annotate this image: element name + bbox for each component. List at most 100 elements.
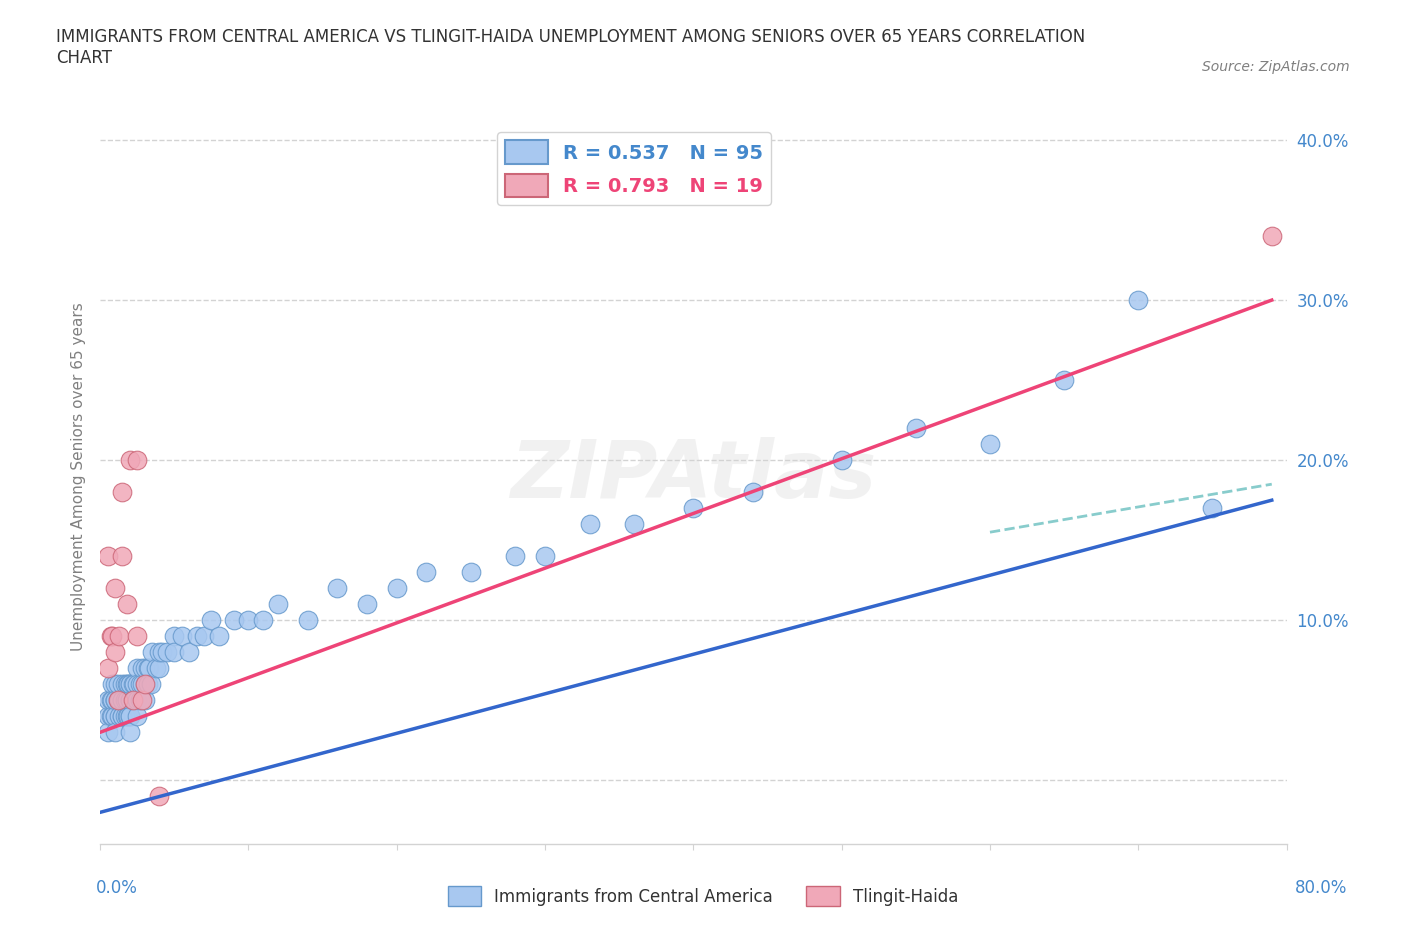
Point	[200, 613, 222, 628]
Point	[115, 693, 138, 708]
Point	[131, 677, 153, 692]
Point	[505, 549, 527, 564]
Point	[108, 629, 131, 644]
Point	[1201, 500, 1223, 515]
Point	[127, 677, 149, 692]
Point	[111, 693, 134, 708]
Point	[100, 629, 122, 644]
Point	[131, 661, 153, 676]
Point	[136, 677, 159, 692]
Point	[111, 709, 134, 724]
Point	[148, 789, 170, 804]
Point	[179, 644, 201, 659]
Point	[415, 565, 437, 579]
Point	[156, 644, 179, 659]
Point	[904, 420, 927, 435]
Point	[117, 709, 139, 724]
Point	[238, 613, 260, 628]
Legend: R = 0.537   N = 95, R = 0.793   N = 19: R = 0.537 N = 95, R = 0.793 N = 19	[498, 132, 770, 206]
Point	[385, 580, 408, 595]
Point	[326, 580, 349, 595]
Point	[163, 629, 186, 644]
Point	[134, 677, 156, 692]
Point	[111, 677, 134, 692]
Point	[122, 693, 145, 708]
Text: 80.0%: 80.0%	[1295, 879, 1347, 897]
Point	[127, 453, 149, 468]
Point	[101, 629, 124, 644]
Point	[208, 629, 231, 644]
Point	[118, 677, 141, 692]
Point	[107, 693, 129, 708]
Point	[534, 549, 557, 564]
Point	[101, 709, 124, 724]
Point	[104, 693, 127, 708]
Point	[104, 724, 127, 739]
Point	[127, 629, 149, 644]
Point	[101, 693, 124, 708]
Point	[114, 677, 136, 692]
Point	[111, 549, 134, 564]
Point	[104, 677, 127, 692]
Point	[100, 693, 122, 708]
Point	[104, 580, 127, 595]
Point	[118, 677, 141, 692]
Point	[578, 517, 600, 532]
Point	[118, 693, 141, 708]
Point	[96, 661, 118, 676]
Point	[136, 661, 159, 676]
Point	[121, 693, 143, 708]
Point	[96, 709, 118, 724]
Point	[163, 644, 186, 659]
Text: IMMIGRANTS FROM CENTRAL AMERICA VS TLINGIT-HAIDA UNEMPLOYMENT AMONG SENIORS OVER: IMMIGRANTS FROM CENTRAL AMERICA VS TLING…	[56, 28, 1085, 67]
Point	[152, 644, 174, 659]
Point	[139, 677, 162, 692]
Point	[111, 709, 134, 724]
Point	[118, 693, 141, 708]
Point	[297, 613, 319, 628]
Point	[129, 693, 152, 708]
Point	[170, 629, 193, 644]
Point	[111, 693, 134, 708]
Point	[96, 549, 118, 564]
Point	[118, 709, 141, 724]
Point	[131, 693, 153, 708]
Point	[104, 644, 127, 659]
Point	[118, 453, 141, 468]
Point	[138, 661, 160, 676]
Point	[108, 693, 131, 708]
Text: 0.0%: 0.0%	[96, 879, 138, 897]
Point	[127, 693, 149, 708]
Point	[104, 693, 127, 708]
Point	[114, 709, 136, 724]
Point	[118, 724, 141, 739]
Point	[104, 709, 127, 724]
Point	[96, 724, 118, 739]
Point	[1261, 229, 1284, 244]
Point	[148, 661, 170, 676]
Point	[356, 597, 378, 612]
Point	[114, 693, 136, 708]
Point	[117, 677, 139, 692]
Point	[127, 709, 149, 724]
Point	[1128, 293, 1150, 308]
Point	[252, 613, 274, 628]
Point	[107, 693, 129, 708]
Point	[623, 517, 645, 532]
Point	[979, 437, 1001, 452]
Point	[129, 677, 152, 692]
Point	[460, 565, 482, 579]
Point	[134, 661, 156, 676]
Point	[122, 677, 145, 692]
Point	[682, 500, 704, 515]
Point	[115, 677, 138, 692]
Legend: Immigrants from Central America, Tlingit-Haida: Immigrants from Central America, Tlingit…	[441, 880, 965, 912]
Point	[831, 453, 853, 468]
Point	[96, 693, 118, 708]
Point	[121, 677, 143, 692]
Point	[1053, 373, 1076, 388]
Point	[118, 709, 141, 724]
Point	[115, 693, 138, 708]
Point	[267, 597, 290, 612]
Point	[186, 629, 208, 644]
